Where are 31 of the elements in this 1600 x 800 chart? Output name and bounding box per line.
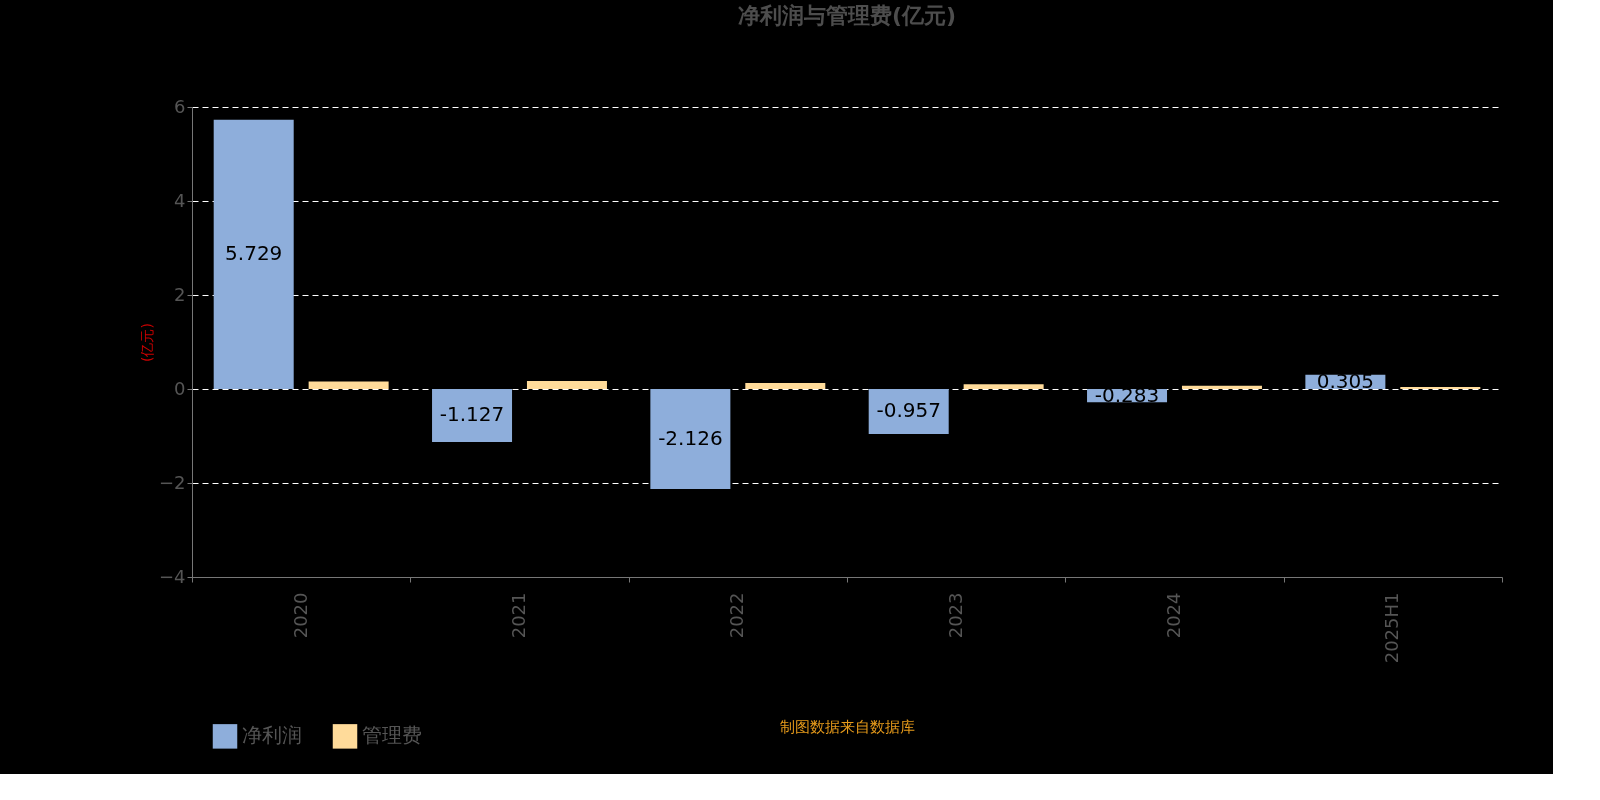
y-tick-label: −4	[158, 565, 186, 587]
legend-label: 净利润	[242, 723, 302, 748]
data-label: -0.957	[876, 398, 941, 423]
bar	[745, 382, 826, 389]
x-tick-label: 2023	[944, 592, 966, 639]
data-label: 0.305	[1316, 368, 1374, 393]
y-tick-label: 6	[174, 95, 186, 117]
y-tick-label: 0	[174, 377, 186, 399]
bar	[650, 389, 731, 489]
x-tick-label: 2022	[726, 592, 748, 639]
bar	[213, 119, 294, 389]
data-label: 5.729	[225, 241, 283, 266]
chart-title: 净利润与管理费(亿元)	[737, 3, 957, 28]
bar	[308, 381, 389, 389]
bar	[1181, 385, 1262, 389]
legend-label: 管理费	[362, 723, 422, 748]
x-tick-label: 2020	[289, 592, 311, 639]
bar	[963, 384, 1044, 389]
y-tick-label: 4	[174, 189, 186, 211]
bar	[526, 381, 607, 389]
x-tick-label: 2025H1	[1381, 592, 1403, 664]
x-tick-label: 2021	[508, 592, 529, 639]
x-tick-label: 2024	[1163, 592, 1184, 639]
data-label: -1.127	[439, 402, 505, 427]
data-label: -2.126	[658, 425, 723, 450]
y-tick-label: −2	[158, 471, 186, 493]
y-tick-label: 2	[174, 283, 186, 305]
y-axis-title: (亿元)	[138, 323, 155, 362]
text: 制图数据来自数据库	[779, 718, 915, 736]
bar	[432, 389, 513, 442]
bar	[868, 389, 949, 434]
